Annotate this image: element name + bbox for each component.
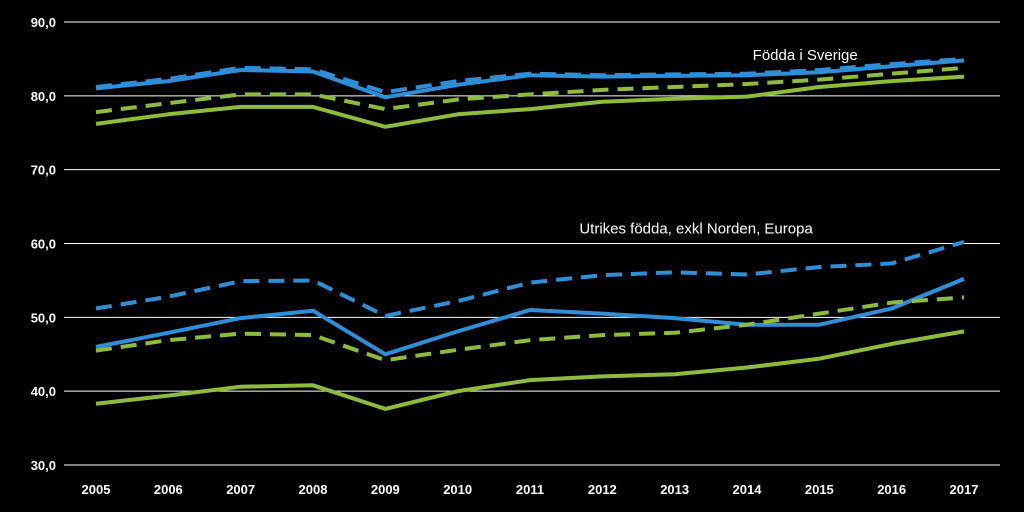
series-line-3 (95, 65, 965, 115)
annotation-label: Födda i Sverige (753, 47, 858, 64)
series-line-5 (95, 240, 965, 318)
x-tick-label: 2010 (443, 482, 472, 497)
series-line-8 (95, 329, 965, 411)
annotation-label: Utrikes födda, exkl Norden, Europa (579, 221, 813, 238)
gridlines (64, 21, 1000, 466)
y-tick-label: 30,0 (31, 458, 56, 473)
x-tick-label: 2015 (805, 482, 834, 497)
y-tick-label: 70,0 (31, 163, 56, 178)
y-axis-ticks: 30,0 40,0 50,0 60,0 70,0 80,0 90,0 (29, 14, 57, 475)
series-line-7 (95, 295, 965, 363)
series-line-1 (95, 58, 965, 100)
series-line-6 (95, 277, 965, 357)
annotations: Födda i Sverige Utrikes födda, exkl Norde… (578, 46, 859, 240)
x-tick-label: 2011 (516, 482, 544, 497)
y-tick-label: 90,0 (31, 15, 56, 30)
x-tick-label: 2006 (154, 482, 183, 497)
x-tick-label: 2007 (226, 482, 255, 497)
x-tick-label: 2014 (733, 482, 763, 497)
x-tick-label: 2005 (82, 482, 111, 497)
y-tick-label: 40,0 (31, 384, 56, 399)
series-line-2 (95, 56, 965, 95)
y-tick-label: 50,0 (31, 310, 56, 325)
y-tick-label: 80,0 (31, 89, 56, 104)
x-tick-label: 2008 (299, 482, 328, 497)
x-tick-label: 2012 (588, 482, 617, 497)
x-tick-label: 2016 (877, 482, 906, 497)
y-tick-label: 60,0 (31, 237, 56, 252)
x-axis-ticks: 2005 2006 2007 2008 2009 2010 2011 2012 2013 2014… (80, 481, 980, 499)
x-tick-label: 2013 (660, 482, 689, 497)
series-line-4 (95, 74, 965, 129)
series-lines (95, 56, 965, 411)
x-tick-label: 2017 (950, 482, 979, 497)
x-tick-label: 2009 (371, 482, 400, 497)
